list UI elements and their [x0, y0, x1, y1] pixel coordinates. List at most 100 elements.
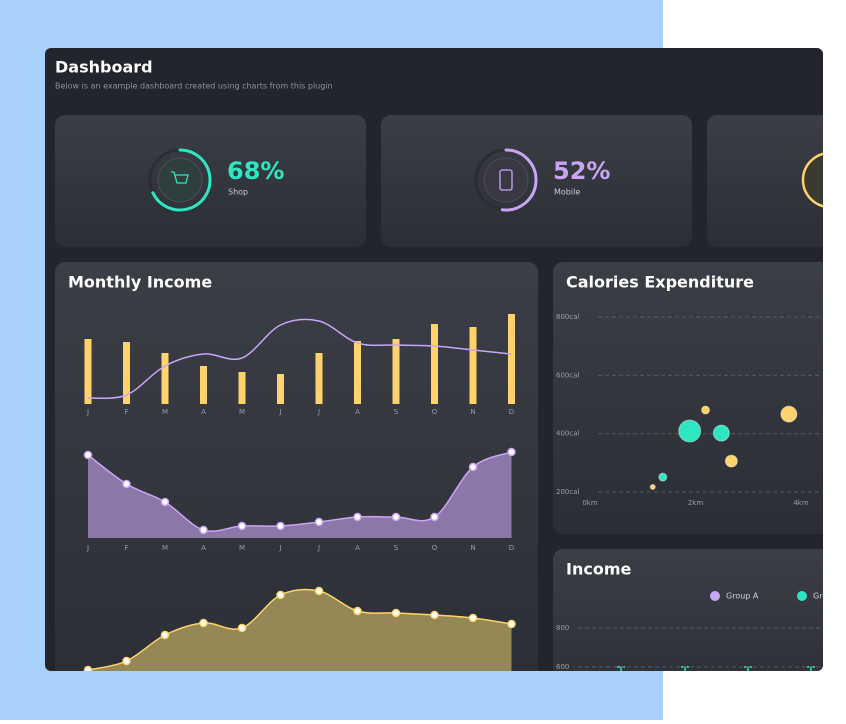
- bar: [161, 353, 169, 404]
- x-tick-label: J: [278, 544, 281, 552]
- bar: [508, 314, 515, 404]
- y-tick-label: 800: [556, 624, 569, 632]
- point: [507, 619, 516, 629]
- panel: [553, 262, 823, 534]
- bubble: [658, 472, 668, 482]
- y-tick-label: 600: [556, 663, 569, 671]
- point: [276, 590, 285, 600]
- point: [353, 606, 362, 616]
- panel-title: Calories Expenditure: [566, 273, 754, 292]
- stat-value: 68%: [227, 157, 284, 185]
- y-tick-label: 200cal: [556, 488, 579, 496]
- title: Dashboard: [55, 58, 153, 77]
- x-tick-label: 2km: [688, 499, 704, 507]
- panel-title: Monthly Income: [68, 273, 212, 292]
- x-tick-label: F: [124, 544, 128, 552]
- point: [160, 630, 170, 640]
- x-tick-label: A: [201, 544, 206, 552]
- bar: [200, 366, 207, 404]
- legend-label: Group B: [813, 592, 845, 601]
- legend-swatch: [797, 591, 807, 601]
- point: [199, 525, 208, 535]
- area: [88, 452, 512, 538]
- panel: [55, 262, 538, 671]
- bar: [315, 353, 323, 404]
- point: [237, 623, 247, 633]
- x-tick-label: M: [162, 408, 168, 416]
- bubble: [780, 405, 798, 423]
- x-tick-label: M: [239, 544, 245, 552]
- stat-icon-bg: [483, 157, 529, 203]
- point: [430, 512, 439, 522]
- x-tick-label: A: [355, 544, 360, 552]
- point: [83, 450, 93, 460]
- stat-value: 52%: [553, 157, 610, 185]
- bubble: [712, 424, 730, 442]
- point: [468, 462, 478, 472]
- stat-ring: [151, 148, 212, 212]
- point: [276, 521, 285, 531]
- point: [199, 618, 208, 628]
- x-tick-label: J: [278, 408, 281, 416]
- bubble: [701, 405, 711, 415]
- legend-label: Group A: [726, 592, 759, 601]
- point: [353, 512, 362, 522]
- x-tick-label: A: [201, 408, 206, 416]
- panel: [553, 549, 823, 671]
- point: [122, 479, 131, 489]
- stat-label: Shop: [228, 188, 248, 197]
- bubble: [724, 454, 738, 468]
- point: [237, 521, 247, 531]
- bubble: [678, 419, 702, 443]
- dashboard: Dashboard Below is an example dashboard …: [45, 48, 845, 671]
- x-tick-label: O: [432, 544, 438, 552]
- point: [160, 497, 170, 507]
- x-tick-label: J: [86, 544, 89, 552]
- bar: [354, 341, 361, 404]
- x-tick-label: 0km: [582, 499, 598, 507]
- cart-icon: [171, 171, 189, 184]
- bubble: [649, 484, 656, 491]
- x-tick-label: M: [162, 544, 168, 552]
- point: [122, 656, 131, 666]
- point: [314, 517, 324, 527]
- point: [468, 613, 478, 623]
- x-tick-label: J: [317, 544, 320, 552]
- bar: [469, 327, 477, 404]
- stat-label: Mobile: [554, 188, 580, 197]
- bar: [84, 339, 92, 404]
- x-tick-label: J: [317, 408, 320, 416]
- subtitle: Below is an example dashboard created us…: [55, 82, 333, 91]
- panel-title: Income: [566, 560, 631, 579]
- stat-ring: [801, 151, 823, 209]
- y-tick-label: 400cal: [556, 430, 579, 438]
- point: [507, 447, 516, 457]
- area: [88, 589, 512, 671]
- x-tick-label: N: [470, 408, 475, 416]
- y-tick-label: 600cal: [556, 371, 579, 379]
- bar: [123, 342, 130, 404]
- point: [314, 586, 324, 596]
- x-tick-label: S: [394, 544, 399, 552]
- stat-card: [707, 115, 823, 247]
- legend-swatch: [710, 591, 720, 601]
- bar: [238, 372, 246, 404]
- bar: [431, 324, 438, 404]
- x-tick-label: D: [509, 544, 514, 552]
- stat-icon-bg: [157, 157, 203, 203]
- point: [83, 665, 93, 671]
- phone-icon: [499, 169, 513, 191]
- y-tick-label: 800cal: [556, 313, 579, 321]
- x-tick-label: 4km: [793, 499, 809, 507]
- bar: [277, 374, 284, 404]
- line: [87, 318, 512, 400]
- x-tick-label: A: [355, 408, 360, 416]
- x-tick-label: S: [394, 408, 399, 416]
- x-tick-label: M: [239, 408, 245, 416]
- x-tick-label: D: [509, 408, 514, 416]
- point: [391, 608, 401, 618]
- x-tick-label: O: [432, 408, 438, 416]
- stat-ring: [500, 148, 538, 212]
